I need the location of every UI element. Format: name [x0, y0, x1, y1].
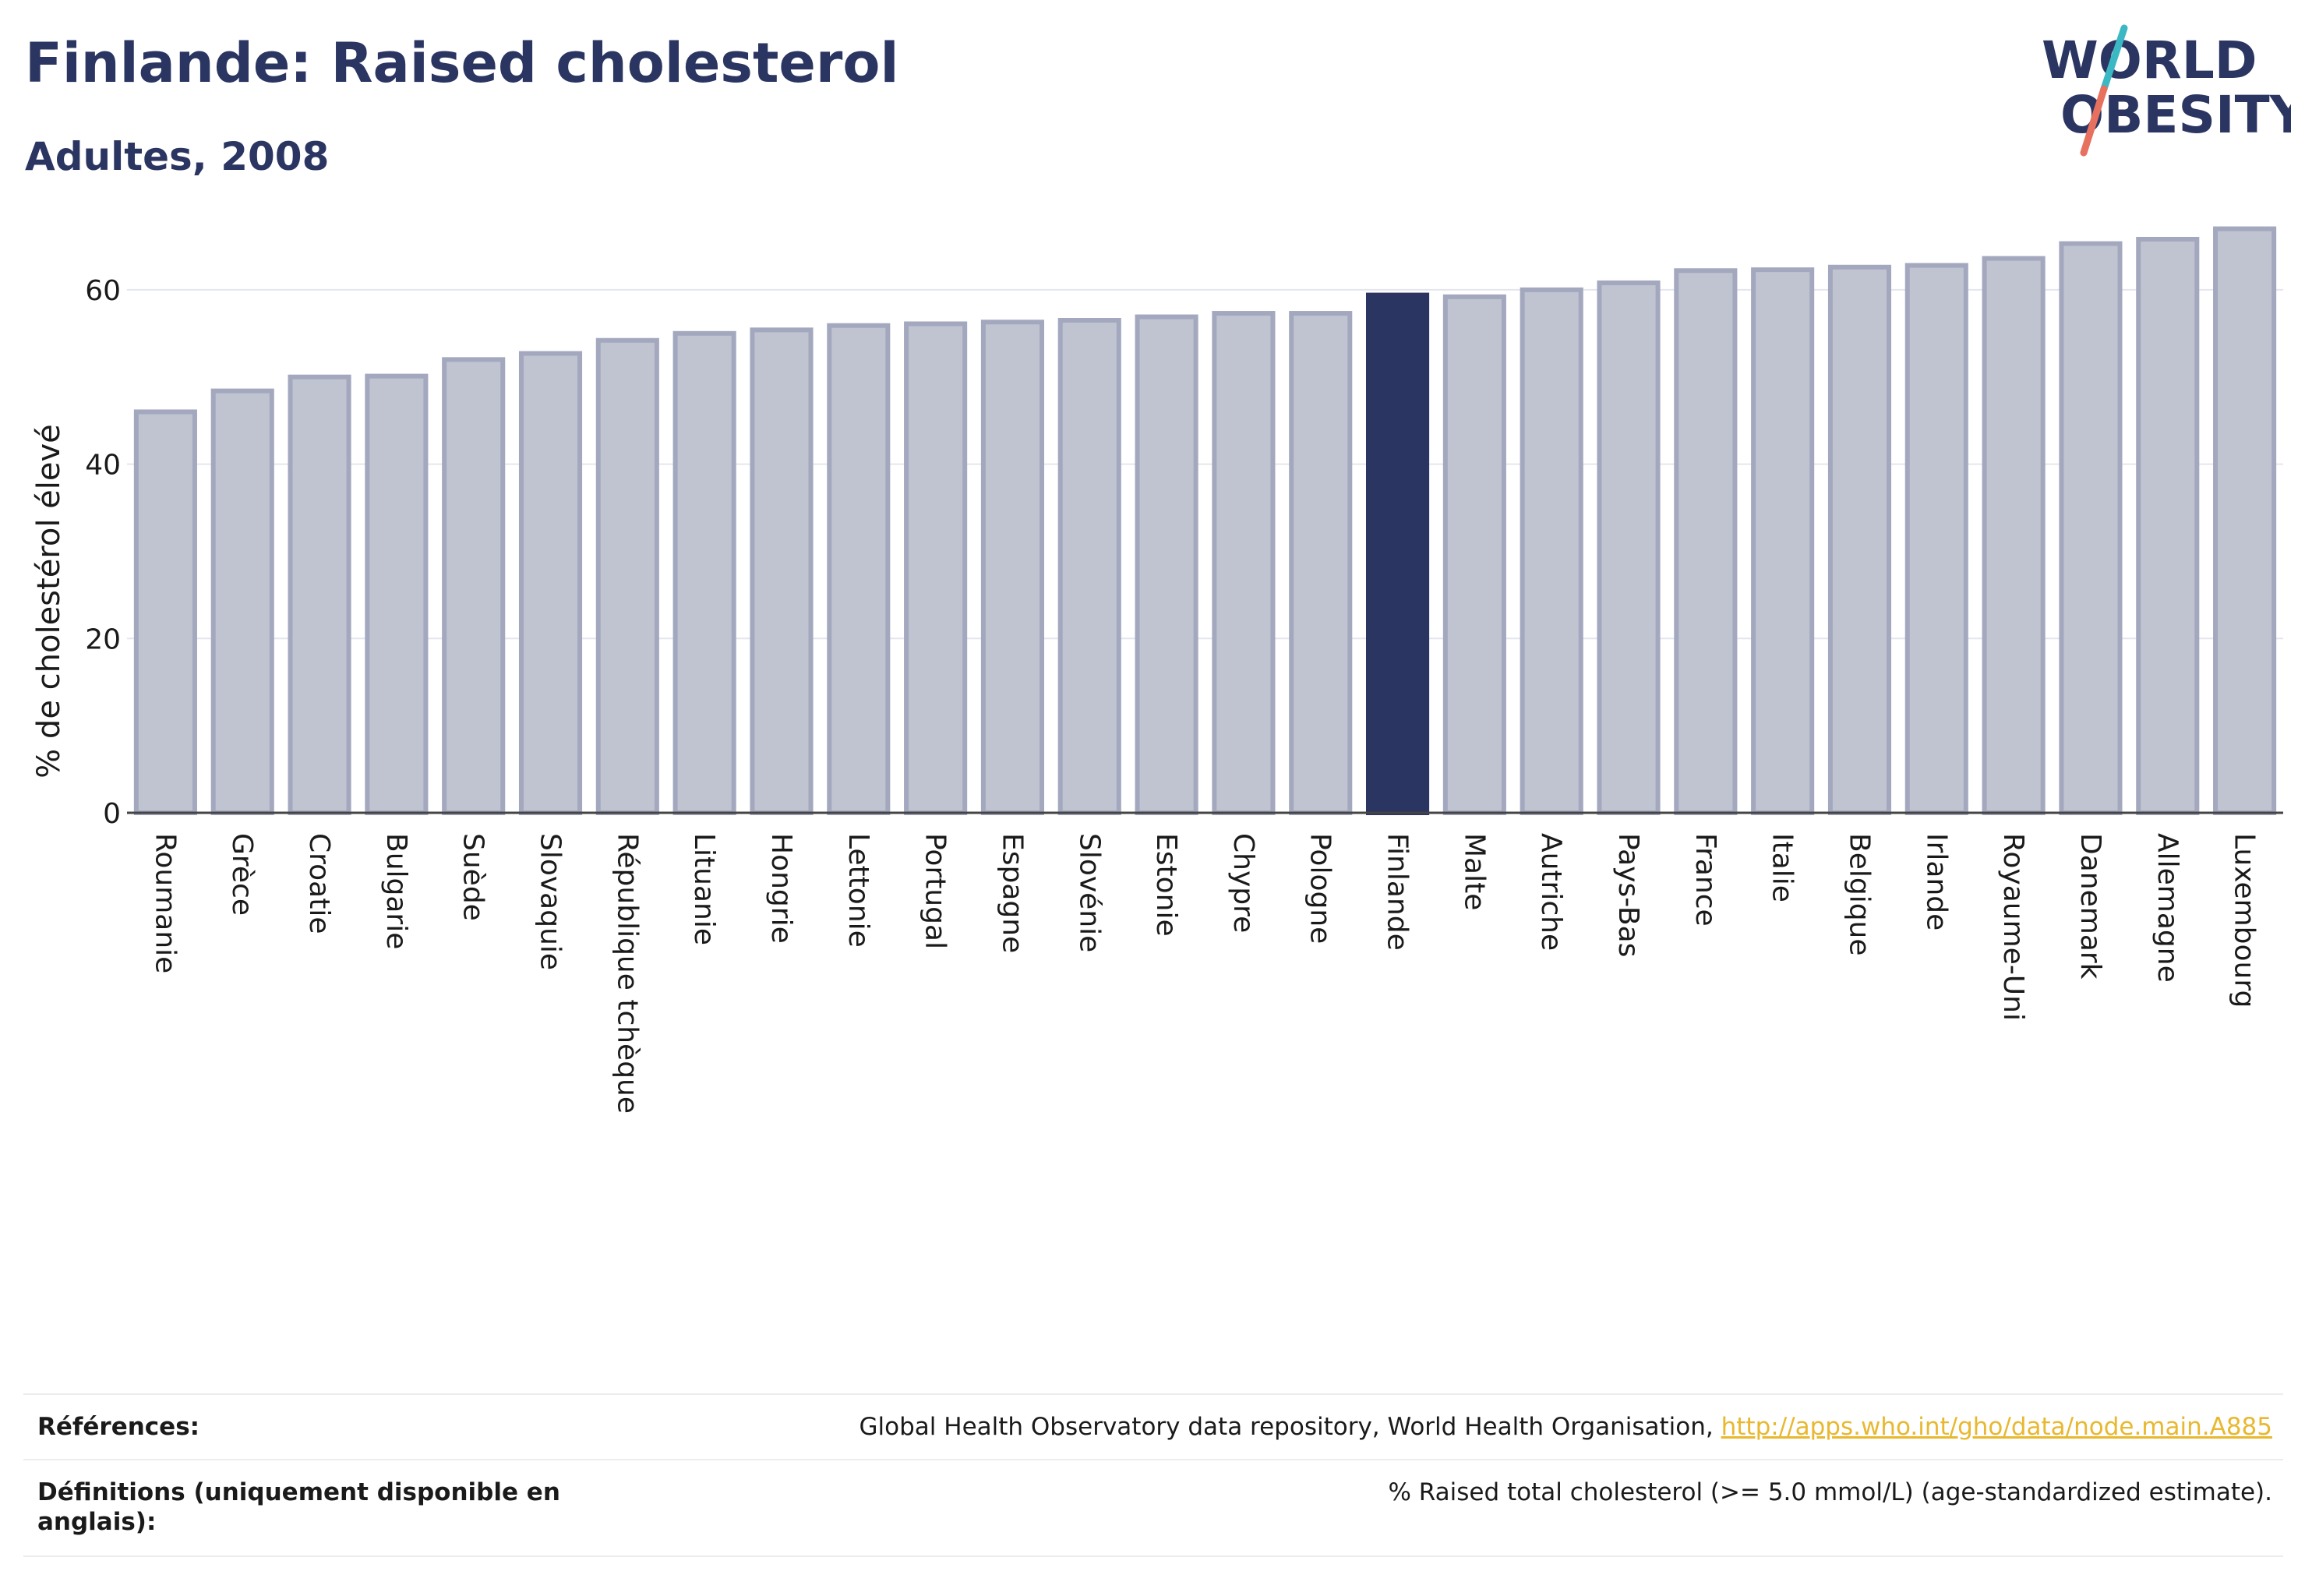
x-tick-label: Lettonie — [842, 833, 874, 948]
y-tick-label: 60 — [85, 275, 121, 307]
bar-allemagne[interactable] — [2136, 236, 2200, 816]
definitions-label: Définitions (uniquement disponible en an… — [37, 1478, 560, 1536]
bar-espagne[interactable] — [980, 320, 1044, 816]
x-tick-label: Croatie — [303, 833, 335, 934]
bar-hongrie[interactable] — [750, 327, 814, 816]
bar-belgique[interactable] — [1827, 264, 1892, 815]
x-tick-label: Pays-Bas — [1612, 833, 1644, 957]
footer-divider-middle — [23, 1459, 2283, 1460]
bar-slovaquie[interactable] — [518, 351, 583, 815]
x-tick-label: Lituanie — [688, 833, 720, 945]
x-tick-label: Malte — [1458, 833, 1490, 910]
bar-malte[interactable] — [1442, 294, 1506, 815]
x-tick-label: Grèce — [226, 833, 258, 916]
x-tick-label: Irlande — [1920, 833, 1952, 930]
bar-chypre[interactable] — [1212, 311, 1276, 815]
bar-su-de[interactable] — [442, 357, 506, 816]
footer-references-row: Références: Global Health Observatory da… — [23, 1395, 2283, 1459]
x-tick-label: Autriche — [1535, 833, 1567, 951]
bar-gr-ce[interactable] — [210, 388, 274, 815]
x-tick-label: Finlande — [1382, 833, 1414, 951]
x-tick-label: Estonie — [1150, 833, 1182, 937]
y-tick-label: 40 — [85, 450, 121, 482]
bar-slov-nie[interactable] — [1057, 318, 1121, 815]
x-tick-label: Royaume-Uni — [1997, 833, 2029, 1021]
x-tick-label: Slovénie — [1073, 833, 1105, 952]
bar-royaume-uni[interactable] — [1982, 256, 2046, 815]
bar-pologne[interactable] — [1289, 311, 1353, 815]
x-tick-label: Luxembourg — [2229, 833, 2261, 1008]
definitions-value: % Raised total cholesterol (>= 5.0 mmol/… — [1388, 1478, 2272, 1506]
x-tick-label: République tchèque — [611, 833, 643, 1114]
logo-slash-coral — [2080, 85, 2108, 157]
footer-definitions-row: Définitions (uniquement disponible en an… — [23, 1460, 2283, 1554]
x-tick-label: Suède — [457, 833, 489, 921]
footer-divider-top — [23, 1393, 2283, 1395]
references-label: Références: — [37, 1413, 200, 1441]
x-tick-label: Chypre — [1227, 833, 1259, 933]
references-link[interactable]: http://apps.who.int/gho/data/node.main.A… — [1721, 1413, 2272, 1441]
bar-portugal[interactable] — [904, 321, 968, 815]
y-tick-label: 0 — [103, 798, 121, 830]
world-obesity-logo: WORLD OBESITY — [2042, 24, 2291, 157]
bar-chart: 0 20 40 60 % de cholestérol élevé Roumanie Grè… — [31, 226, 2283, 1114]
bar-bulgarie[interactable] — [365, 373, 429, 815]
bar-france[interactable] — [1674, 268, 1738, 815]
x-tick-label: Portugal — [920, 833, 951, 949]
y-tick-label: 20 — [85, 623, 121, 655]
x-tick-label: France — [1689, 833, 1721, 927]
x-tick-label: Roumanie — [149, 833, 181, 973]
bar-autriche[interactable] — [1520, 287, 1583, 816]
bar-luxembourg[interactable] — [2213, 226, 2277, 815]
x-tick-label: Danemark — [2074, 833, 2106, 980]
references-value: Global Health Observatory data repositor… — [860, 1412, 2272, 1442]
chart-title: Finlande: Raised cholesterol — [25, 31, 899, 95]
bar-croatie[interactable] — [288, 374, 351, 815]
x-tick-label: Slovaquie — [535, 833, 567, 970]
bar-finlande[interactable] — [1366, 292, 1430, 816]
bar-pays-bas[interactable] — [1597, 280, 1661, 815]
x-tick-label: Allemagne — [2151, 833, 2183, 983]
bar-estonie[interactable] — [1135, 314, 1198, 816]
bar-r-publique-tch-que[interactable] — [595, 337, 659, 815]
x-tick-label: Hongrie — [765, 833, 797, 944]
bar-danemark[interactable] — [2059, 241, 2123, 815]
logo-text-top: WORLD — [2042, 30, 2257, 90]
x-tick-label: Belgique — [1843, 833, 1875, 956]
bar-lettonie[interactable] — [827, 323, 891, 815]
y-axis-title: % de cholestérol élevé — [31, 424, 67, 779]
x-tick-label: Bulgarie — [380, 833, 412, 949]
logo-slash-teal — [2100, 24, 2128, 93]
references-text: Global Health Observatory data repositor… — [859, 1413, 1721, 1441]
bar-lituanie[interactable] — [672, 330, 736, 815]
bar-irlande[interactable] — [1904, 263, 1968, 815]
bar-italie[interactable] — [1751, 267, 1815, 815]
bar-roumanie[interactable] — [133, 409, 197, 815]
x-tick-label: Italie — [1767, 833, 1798, 902]
x-tick-label: Espagne — [996, 833, 1028, 953]
chart-subtitle: Adultes, 2008 — [25, 134, 330, 179]
footer-divider-bottom — [23, 1555, 2283, 1557]
x-tick-label: Pologne — [1304, 833, 1336, 944]
